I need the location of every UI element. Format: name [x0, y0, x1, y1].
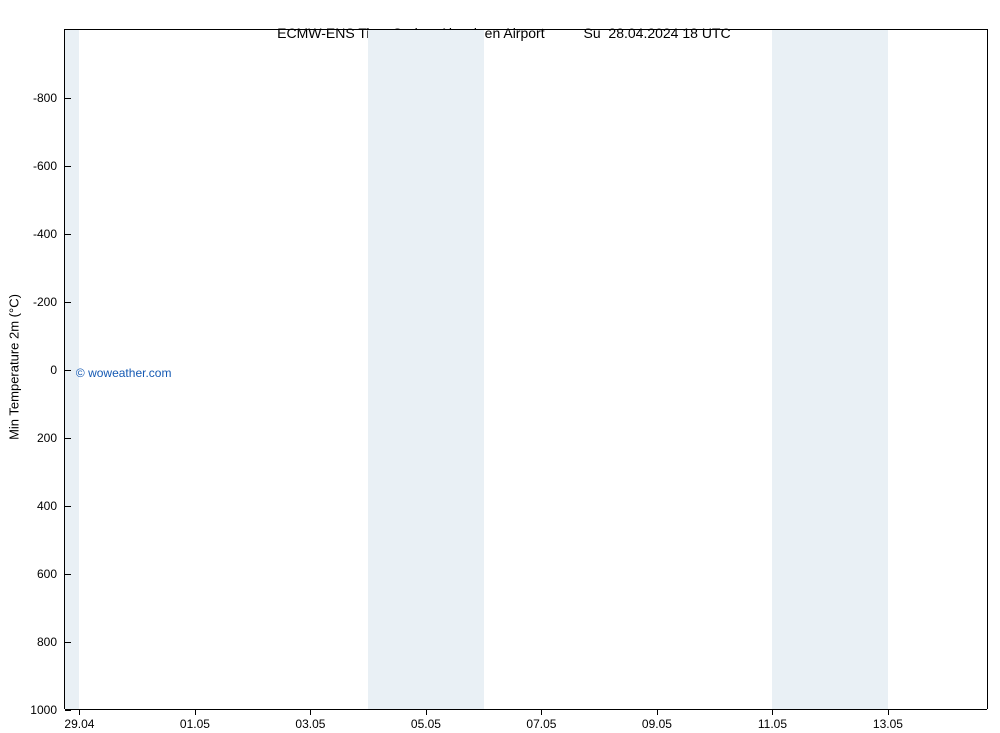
y-tick-label: -600 [33, 159, 57, 173]
y-tick-label: 0 [50, 363, 57, 377]
x-tick-label: 11.05 [758, 717, 787, 731]
x-tick-label: 03.05 [295, 717, 325, 731]
y-tick-label: 400 [37, 499, 57, 513]
y-axis-label: Min Temperature 2m (°C) [7, 294, 22, 440]
y-tick-label: 200 [37, 431, 57, 445]
x-tick-label: 13.05 [873, 717, 903, 731]
plot-area: -800-600-400-2000200400600800100029.0401… [64, 29, 988, 709]
x-tick-label: 05.05 [411, 717, 441, 731]
watermark: © woweather.com [76, 366, 172, 380]
y-tick-label: 1000 [30, 703, 57, 717]
x-tick-label: 29.04 [64, 717, 94, 731]
x-axis-line [65, 709, 987, 710]
x-tick-label: 09.05 [642, 717, 672, 731]
x-tick-label: 07.05 [526, 717, 556, 731]
y-tick-label: -400 [33, 227, 57, 241]
y-tick-label: 600 [37, 567, 57, 581]
y-tick-label: -800 [33, 91, 57, 105]
weekend-band [368, 30, 484, 709]
x-tick-label: 01.05 [180, 717, 210, 731]
weekend-band [772, 30, 888, 709]
y-tick-label: 800 [37, 635, 57, 649]
y-tick-label: -200 [33, 295, 57, 309]
